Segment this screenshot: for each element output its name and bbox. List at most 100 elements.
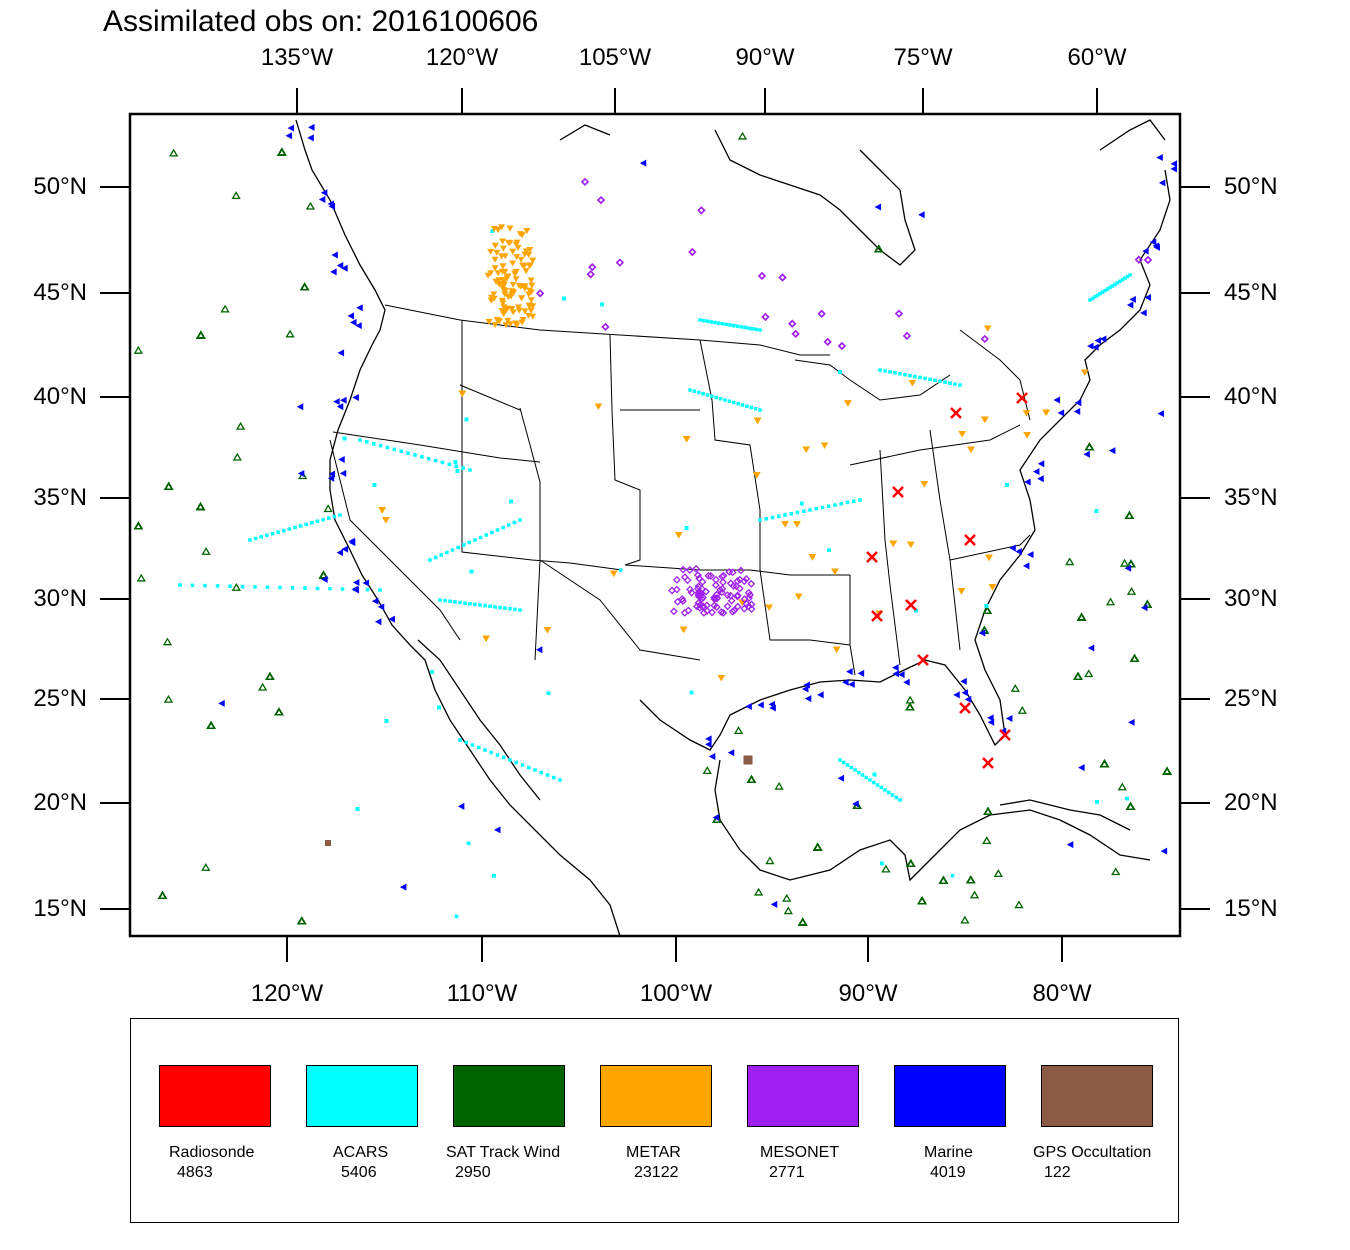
legend-item-marine: Marine 4019 [894, 1065, 1006, 1181]
acars-marker [764, 517, 768, 521]
lat-label: 25°N [33, 685, 87, 712]
acars-marker [190, 583, 195, 588]
lat-label: 45°N [1224, 279, 1278, 306]
acars-marker [735, 324, 740, 328]
acars-marker [714, 395, 718, 400]
acars-marker [463, 601, 467, 605]
acars-marker [433, 458, 438, 463]
marine-marker [987, 714, 994, 722]
sat-track-wind-marker [231, 583, 241, 591]
mesonet-marker [733, 602, 742, 611]
mesonet-marker [694, 592, 703, 600]
acars-marker [880, 861, 884, 866]
acars-marker [546, 691, 551, 696]
lat-label: 30°N [1224, 585, 1278, 612]
mesonet-marker [823, 337, 832, 346]
marine-marker [296, 403, 304, 411]
metar-marker [491, 242, 499, 249]
state-borders [329, 304, 1031, 676]
acars-marker [875, 783, 880, 787]
sat-track-wind-marker [753, 887, 764, 896]
acars-marker [240, 584, 245, 589]
mesonet-marker [837, 342, 846, 350]
lat-label: 30°N [33, 585, 87, 612]
sat-track-wind-marker [163, 694, 174, 703]
marine-marker [297, 470, 305, 478]
acars-marker [507, 523, 511, 527]
acars-marker [802, 509, 806, 513]
mesonet-marker [742, 600, 751, 608]
metar-marker [889, 540, 897, 547]
acars-marker [413, 453, 417, 457]
legend-item-metar: METAR 23122 [600, 1065, 712, 1181]
sat-track-wind-marker [1010, 684, 1020, 692]
marine-marker [708, 753, 716, 761]
marine-marker [337, 349, 345, 357]
sat-track-wind-marker [201, 547, 211, 555]
sat-track-wind-marker [1129, 654, 1140, 662]
radiosonde-marker [1016, 392, 1028, 404]
metar-marker [491, 256, 499, 263]
sat-track-wind-marker [982, 836, 992, 845]
acars-marker [270, 532, 275, 536]
top-lon-label: 60°W [1067, 44, 1127, 71]
metar-marker [808, 554, 816, 561]
metar-marker [521, 285, 529, 292]
acars-marker [298, 524, 303, 528]
acars-marker [520, 763, 525, 767]
sat-track-wind-marker [162, 637, 173, 646]
sat-track-wind-marker [733, 726, 744, 735]
acars-marker [745, 404, 749, 408]
acars-marker [853, 768, 857, 772]
acars-marker [478, 603, 482, 607]
acars-marker [385, 445, 390, 450]
acars-marker [304, 522, 308, 527]
legend-label: ACARS [333, 1144, 389, 1161]
radiosonde-marker [866, 551, 878, 563]
acars-marker [1123, 276, 1127, 280]
legend-swatch [894, 1065, 1006, 1127]
acars-marker [1093, 295, 1097, 299]
acars-marker [753, 407, 758, 411]
sat-track-wind-marker [983, 807, 993, 815]
acars-marker [890, 793, 895, 797]
acars-marker [477, 745, 481, 750]
radiosonde-marker [892, 486, 904, 498]
metar-marker [515, 282, 523, 289]
acars-marker [893, 371, 897, 375]
acars-marker [903, 372, 907, 377]
legend-swatch [747, 1065, 859, 1127]
acars-marker [495, 753, 500, 757]
top-lon-label: 135°W [260, 44, 334, 71]
metar-marker [529, 257, 537, 264]
acars-marker [1128, 273, 1132, 277]
bottom-lon-label: 110°W [446, 980, 518, 1007]
acars-marker [750, 327, 755, 331]
metar-marker [844, 400, 852, 407]
mesonet-marker [597, 196, 605, 205]
metar-marker [482, 635, 490, 642]
acars-marker [498, 605, 502, 610]
sat-track-wind-marker [157, 891, 168, 899]
sat-track-wind-marker [1076, 612, 1087, 621]
metar-marker [795, 593, 803, 600]
marine-marker [1108, 447, 1116, 455]
marine-marker [218, 699, 225, 707]
acars-marker [518, 608, 522, 612]
marine-marker [1024, 478, 1031, 486]
marine-marker [338, 455, 345, 463]
acars-marker [473, 538, 477, 542]
metar-marker [499, 268, 507, 275]
marine-marker [350, 318, 357, 326]
marine-marker [892, 664, 899, 672]
marine-marker [457, 802, 465, 810]
observation-map [100, 88, 1210, 962]
marine-marker [960, 677, 967, 685]
acars-marker [878, 368, 882, 372]
acars-marker [478, 535, 483, 540]
acars-marker [713, 320, 717, 325]
acars-marker [820, 505, 825, 510]
acars-marker [600, 302, 604, 307]
acars-marker [770, 515, 775, 520]
acars-marker [728, 323, 732, 327]
